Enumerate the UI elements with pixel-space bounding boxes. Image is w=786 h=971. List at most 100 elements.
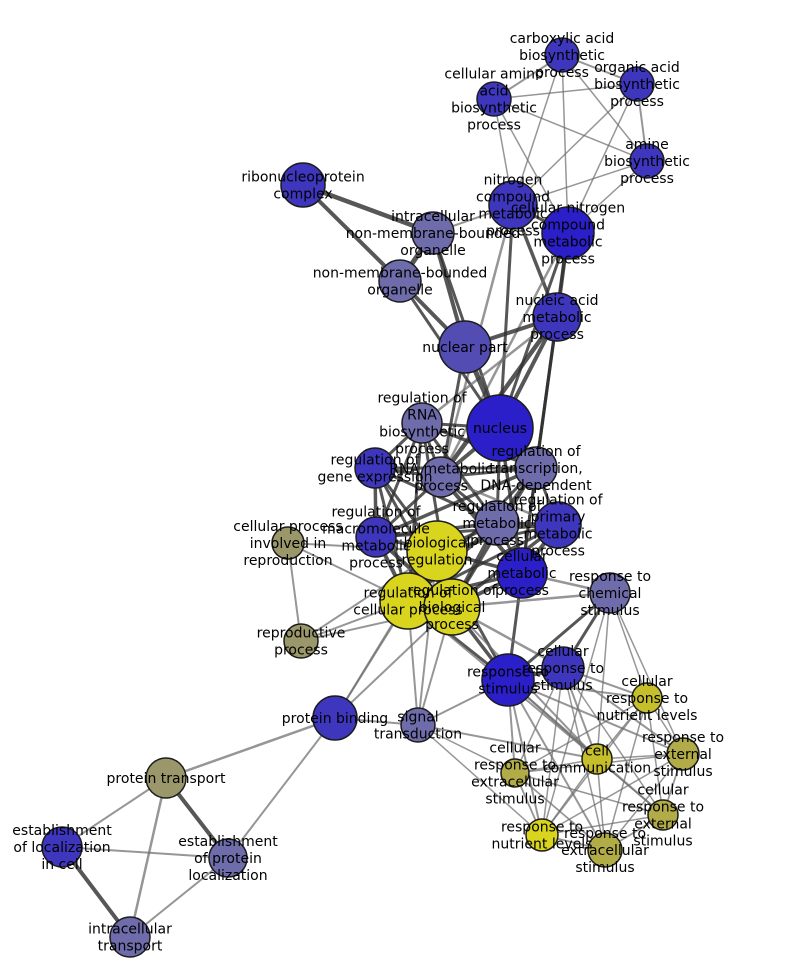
node-n21-label: cellular metabolic process xyxy=(487,549,556,599)
node-n41-label: intracellular transport xyxy=(88,922,172,955)
edge-n01-n05 xyxy=(512,54,563,206)
node-n07-circle[interactable] xyxy=(280,162,326,208)
edge-n32-n37 xyxy=(604,753,684,851)
node-n37-circle[interactable] xyxy=(587,832,623,868)
node-n03-circle[interactable] xyxy=(619,66,655,102)
node-n30-circle[interactable] xyxy=(400,707,436,743)
edge-n29-n38 xyxy=(165,716,336,780)
node-n04-circle[interactable] xyxy=(629,143,665,179)
node-n22-label: regulation of cellular process xyxy=(353,586,462,619)
edge-n27-n37 xyxy=(507,679,606,851)
node-n29-circle[interactable] xyxy=(312,695,358,741)
node-n18-label: regulation of primary metabolic process xyxy=(513,493,603,560)
node-n05-circle[interactable] xyxy=(488,180,538,230)
node-n06-label: cellular nitrogen compound metabolic proces… xyxy=(511,201,625,268)
node-n38-label: protein transport xyxy=(107,771,226,787)
edge-n38-n41 xyxy=(128,777,168,938)
edge-n31-n34 xyxy=(514,697,648,774)
node-n41-circle[interactable] xyxy=(109,916,151,958)
node-n03-label: organic acid biosynthetic process xyxy=(594,60,680,110)
edge-n18-n19 xyxy=(375,523,559,539)
edge-n03-n05 xyxy=(512,83,638,206)
node-n09-circle[interactable] xyxy=(378,259,422,303)
edge-n31-n37 xyxy=(604,697,648,851)
node-n26-label: reproductive process xyxy=(257,626,346,659)
edge-n29-n40 xyxy=(227,717,336,859)
edge-n02-n03 xyxy=(493,83,638,100)
node-n16-circle[interactable] xyxy=(420,456,462,498)
node-n26-circle[interactable] xyxy=(283,623,319,659)
edge-n30-n34 xyxy=(417,724,516,774)
node-n35-label: cellular response to external stimulus xyxy=(622,783,704,850)
edge-n06-n13 xyxy=(498,232,570,429)
edge-n24-n33 xyxy=(596,592,611,760)
edge-n10-n12 xyxy=(421,316,558,424)
node-n01-circle[interactable] xyxy=(544,37,580,73)
node-n31-label: cellular response to nutrient levels xyxy=(597,674,698,724)
node-n18-circle[interactable] xyxy=(534,501,582,549)
node-n28-label: cellular response to stimulus xyxy=(522,644,604,694)
edge-n02-n04 xyxy=(493,98,648,162)
node-n33-label: cell communication xyxy=(543,744,651,777)
edge-n35-n36 xyxy=(541,814,664,836)
node-n38-circle[interactable] xyxy=(145,757,187,799)
edge-n40-n41 xyxy=(129,857,229,938)
edge-n06-n16 xyxy=(439,232,570,478)
node-n15-circle[interactable] xyxy=(354,447,396,489)
node-n19-circle[interactable] xyxy=(355,516,397,558)
node-n11-circle[interactable] xyxy=(438,320,492,374)
edge-n24-n36 xyxy=(541,592,611,836)
node-n05-label: nitrogen compound metabolic process xyxy=(476,173,550,240)
node-n13-label: nucleus xyxy=(473,421,527,437)
labels-layer: carboxylic acid biosynthetic processcellul… xyxy=(12,31,724,955)
node-n23-circle[interactable] xyxy=(423,578,481,636)
node-n27-label: response to stimulus xyxy=(467,665,549,698)
node-n08-label: intracellular non-membrane-bounded organel… xyxy=(346,209,521,259)
node-n34-circle[interactable] xyxy=(500,758,530,788)
node-n21-circle[interactable] xyxy=(496,547,548,599)
node-n13-circle[interactable] xyxy=(466,394,534,462)
edge-n01-n04 xyxy=(561,54,648,162)
nodes-layer xyxy=(41,37,700,958)
node-n24-label: response to chemical stimulus xyxy=(569,569,651,619)
node-n29-label: protein binding xyxy=(282,711,388,727)
node-n33-circle[interactable] xyxy=(581,743,613,775)
node-n39-circle[interactable] xyxy=(41,826,83,868)
node-n30-label: signal transduction xyxy=(374,710,462,743)
node-n25-circle[interactable] xyxy=(271,526,305,560)
node-n27-circle[interactable] xyxy=(481,653,535,707)
node-n20-circle[interactable] xyxy=(406,520,468,582)
edge-n34-n35 xyxy=(514,772,664,816)
node-n08-circle[interactable] xyxy=(411,211,455,255)
node-n07-label: ribonucleoprotein complex xyxy=(241,170,364,203)
node-n24-circle[interactable] xyxy=(589,572,631,614)
node-n10-circle[interactable] xyxy=(532,292,582,342)
node-n36-circle[interactable] xyxy=(525,818,559,852)
node-n11-label: nuclear part xyxy=(422,340,508,356)
node-n17-label: regulation of metabolic process xyxy=(452,499,542,549)
node-n15-label: regulation of gene expression xyxy=(318,453,433,486)
node-n35-circle[interactable] xyxy=(647,799,679,831)
node-n23-label: regulation of biological process xyxy=(407,583,497,633)
node-n09-label: non-membrane-bounded organelle xyxy=(313,266,488,299)
node-n36-label: response to nutrient levels xyxy=(492,820,593,853)
edge-n01-n06 xyxy=(561,54,569,234)
node-n40-circle[interactable] xyxy=(208,838,248,878)
node-n31-circle[interactable] xyxy=(631,682,663,714)
node-n32-circle[interactable] xyxy=(666,737,700,771)
edge-n07-n08 xyxy=(302,182,434,236)
node-n06-circle[interactable] xyxy=(541,206,595,260)
node-n34-label: cellular response to extracellular stimulus xyxy=(471,741,559,808)
node-n20-label: biological regulation xyxy=(401,536,472,569)
edge-n34-n37 xyxy=(514,772,606,851)
edge-n24-n32 xyxy=(609,592,684,755)
node-n39-label: establishment of localization in cell xyxy=(12,823,112,873)
node-n12-circle[interactable] xyxy=(401,402,443,444)
node-n17-circle[interactable] xyxy=(474,500,520,546)
node-n02-circle[interactable] xyxy=(476,81,512,117)
node-n28-circle[interactable] xyxy=(541,646,585,690)
node-n14-circle[interactable] xyxy=(514,446,558,490)
edge-n32-n36 xyxy=(541,753,684,836)
